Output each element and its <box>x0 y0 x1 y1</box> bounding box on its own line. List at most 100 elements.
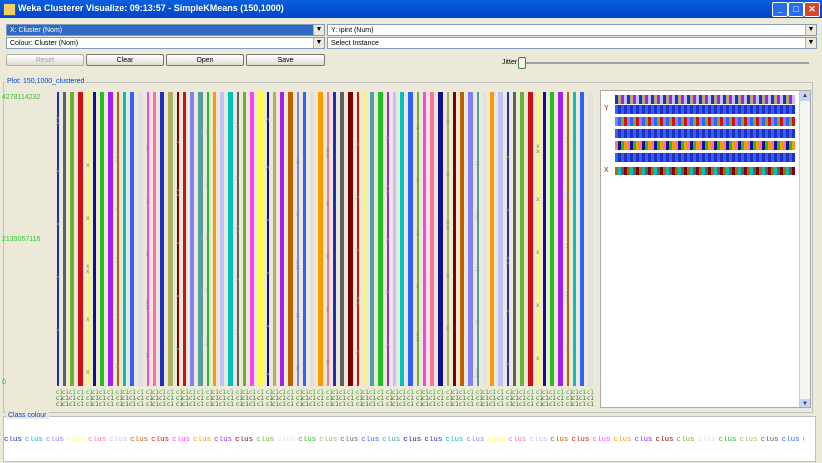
x-tick-label: c1 <box>309 401 316 408</box>
instance-marker: x <box>146 251 150 258</box>
instance-marker: x <box>206 340 210 347</box>
attribute-strip-cell <box>690 129 693 138</box>
attribute-strip-cell <box>726 95 729 104</box>
jitter-slider[interactable] <box>518 57 526 69</box>
attribute-strip-cell <box>786 167 789 175</box>
y-marker: Y <box>604 105 609 112</box>
attribute-strip-cell <box>792 105 795 114</box>
reset-button[interactable]: Reset <box>6 54 84 66</box>
attribute-strip-cell <box>735 141 738 150</box>
legend-entry: clus <box>550 436 569 444</box>
attribute-strip-cell <box>759 141 762 150</box>
open-button[interactable]: Open <box>166 54 244 66</box>
legend-entry: clus <box>803 436 804 444</box>
x-tick-label: c1 <box>296 389 303 396</box>
y-axis-select[interactable]: Y: ipint (Num) ▼ <box>327 24 817 36</box>
attribute-strip-cell <box>651 141 654 150</box>
attribute-strip-cell <box>636 141 639 150</box>
attribute-strip-cell <box>630 153 633 162</box>
cluster-strip <box>327 92 329 386</box>
x-tick-label: c1 <box>227 389 234 396</box>
attribute-strip-cell <box>765 105 768 114</box>
attribute-strip-cell <box>615 105 618 114</box>
x-tick-label: c1 <box>356 389 363 396</box>
x-tick-label: c1 <box>86 401 93 408</box>
attribute-strip-cell <box>651 105 654 114</box>
attribute-strip-cell <box>717 95 720 104</box>
attribute-panel[interactable]: Y X ▲ ▼ <box>600 90 811 408</box>
x-tick-label: c1 <box>347 395 354 402</box>
x-tick-label: c1 <box>236 389 243 396</box>
attribute-strip-cell <box>675 95 678 104</box>
x-tick-label: c1 <box>519 401 526 408</box>
instance-marker: x <box>506 255 510 262</box>
instance-marker: x <box>116 151 120 158</box>
select-instance[interactable]: Select Instance ▼ <box>327 37 817 49</box>
attribute-strip-cell <box>765 117 768 126</box>
cluster-strip <box>258 92 263 386</box>
attribute-strip-cell <box>630 105 633 114</box>
instance-marker: x <box>116 204 120 211</box>
attribute-strip-cell <box>747 153 750 162</box>
colour-select[interactable]: Colour: Cluster (Nom) ▼ <box>6 37 325 49</box>
cluster-strip <box>333 92 336 386</box>
scroll-down-icon[interactable]: ▼ <box>800 399 810 407</box>
instance-marker: x <box>146 304 150 311</box>
save-button[interactable]: Save <box>246 54 325 66</box>
minimize-button[interactable]: _ <box>772 2 788 17</box>
attribute-strip-cell <box>684 167 687 175</box>
cluster-strip <box>297 92 299 386</box>
x-tick-label: c1 <box>309 389 316 396</box>
cluster-strip <box>267 92 269 386</box>
attribute-strip-cell <box>756 95 759 104</box>
attribute-strip-cell <box>618 141 621 150</box>
clear-button[interactable]: Clear <box>86 54 164 66</box>
attribute-strip-cell <box>702 141 705 150</box>
cluster-strip <box>550 92 554 386</box>
x-tick-label: c1 <box>287 389 294 396</box>
cluster-strip <box>520 92 524 386</box>
attribute-strip-cell <box>636 117 639 126</box>
instance-marker: x <box>326 147 330 154</box>
instance-marker: x <box>236 175 240 182</box>
attribute-strip-cell <box>678 117 681 126</box>
attribute-strip-cell <box>738 153 741 162</box>
attribute-strip-cell <box>645 141 648 150</box>
x-axis-value: X: Cluster (Nom) <box>10 27 63 34</box>
legend-entry: clus <box>109 436 128 444</box>
attribute-strip-cell <box>630 95 633 104</box>
instance-marker: x <box>476 319 480 326</box>
attribute-strip-cell <box>738 95 741 104</box>
x-tick-label: c1 <box>482 395 489 402</box>
attribute-strip-cell <box>615 167 618 175</box>
x-tick-label: c1 <box>266 389 273 396</box>
app-icon <box>3 3 16 16</box>
x-axis-select[interactable]: X: Cluster (Nom) ▼ <box>6 24 325 36</box>
attribute-strip-cell <box>684 141 687 150</box>
scatter-plot[interactable]: xxxxxxc1c1c1c1c1c1c1c1c1c1c1c1xxxxxxc1c1… <box>55 90 595 410</box>
attribute-strip-cell <box>759 129 762 138</box>
attribute-strip-cell <box>684 95 687 104</box>
scroll-up-icon[interactable]: ▲ <box>800 91 810 101</box>
close-button[interactable]: ✕ <box>804 2 820 17</box>
instance-marker: x <box>176 139 180 146</box>
maximize-button[interactable]: □ <box>788 2 804 17</box>
x-tick-label: c1 <box>92 389 99 396</box>
attribute-strip-cell <box>720 141 723 150</box>
x-tick-label: c1 <box>542 395 549 402</box>
cluster-strip <box>477 92 479 386</box>
instance-marker: x <box>446 224 450 231</box>
attribute-strip-cell <box>696 153 699 162</box>
attribute-strip-cell <box>642 153 645 162</box>
x-tick-label: c1 <box>542 401 549 408</box>
attribute-strip-cell <box>663 95 666 104</box>
x-tick-label: c1 <box>422 389 429 396</box>
attribute-strip-cell <box>648 167 651 175</box>
attribute-scrollbar[interactable]: ▲ ▼ <box>799 91 810 407</box>
select-instance-value: Select Instance <box>331 40 379 47</box>
cluster-strip <box>438 92 443 386</box>
attribute-strip-cell <box>765 129 768 138</box>
attribute-strip-cell <box>675 105 678 114</box>
attribute-strip-cell <box>738 105 741 114</box>
attribute-bars[interactable] <box>601 91 801 408</box>
